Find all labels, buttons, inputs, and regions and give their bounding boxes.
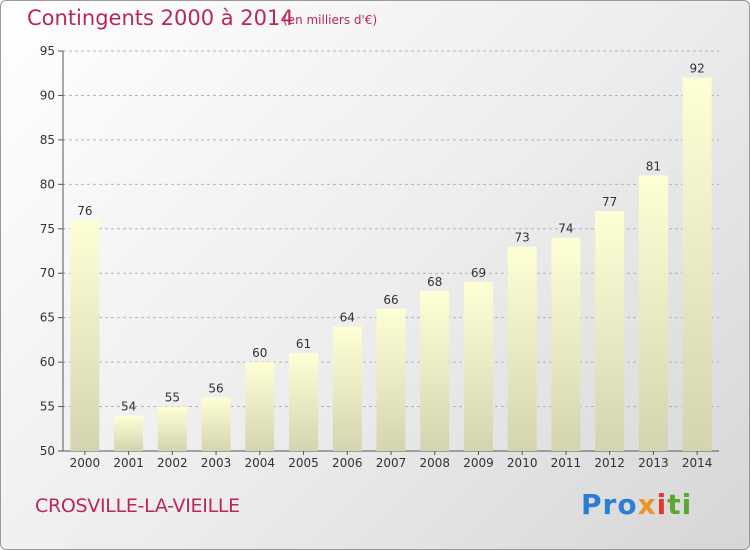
bar-2002 [157, 406, 187, 451]
logo-part-x: x [637, 488, 657, 521]
x-tick-label-2000: 2000 [70, 456, 101, 470]
data-label-2008: 68 [427, 275, 442, 289]
data-label-2014: 92 [689, 62, 704, 76]
bar-2013 [638, 175, 668, 451]
logo-part-pro: Pro [581, 488, 638, 521]
data-label-2004: 60 [252, 346, 267, 360]
y-tick-label: 75 [40, 222, 55, 236]
bar-2007 [376, 308, 406, 451]
data-label-2003: 56 [208, 382, 223, 396]
labels: 50 55 60 65 70 75 80 85 90 95 76 2000 54 2001 55 2002 56… [40, 44, 713, 470]
bar-2011 [551, 237, 581, 451]
x-tick-label-2002: 2002 [157, 456, 188, 470]
data-label-2005: 61 [296, 337, 311, 351]
proxiti-logo: Proxiti [581, 488, 692, 521]
data-label-2002: 55 [165, 391, 180, 405]
x-tick-label-2014: 2014 [682, 456, 713, 470]
x-tick-label-2010: 2010 [507, 456, 538, 470]
chart-subtitle: (en milliers d'€) [283, 13, 378, 27]
data-label-2006: 64 [340, 311, 355, 325]
y-tick-label: 55 [40, 400, 55, 414]
data-label-2012: 77 [602, 195, 617, 209]
y-tick-label: 85 [40, 133, 55, 147]
y-tick-label: 50 [40, 444, 55, 458]
x-tick-label-2011: 2011 [551, 456, 582, 470]
x-tick-label-2003: 2003 [201, 456, 232, 470]
data-label-2013: 81 [646, 159, 661, 173]
bar-2010 [507, 246, 537, 451]
y-tick-label: 80 [40, 177, 55, 191]
y-tick-label: 90 [40, 88, 55, 102]
x-tick-label-2012: 2012 [594, 456, 625, 470]
y-tick-label: 95 [40, 44, 55, 58]
x-tick-label-2009: 2009 [463, 456, 494, 470]
logo-part-i: i [656, 488, 668, 521]
bar-2001 [114, 415, 144, 451]
x-tick-label-2004: 2004 [245, 456, 276, 470]
x-tick-label-2008: 2008 [419, 456, 450, 470]
data-label-2001: 54 [121, 399, 136, 413]
data-label-2011: 74 [558, 222, 573, 236]
data-label-2010: 73 [515, 231, 530, 245]
bar-2003 [201, 397, 231, 451]
bar-2005 [289, 353, 319, 451]
chart-title: Contingents 2000 à 2014 [27, 6, 294, 30]
bar-2009 [463, 282, 493, 451]
x-tick-label-2007: 2007 [376, 456, 407, 470]
bar-2004 [245, 362, 275, 451]
data-label-2009: 69 [471, 266, 486, 280]
bar-2012 [595, 211, 625, 451]
x-tick-label-2013: 2013 [638, 456, 669, 470]
bar-2008 [420, 291, 450, 451]
data-label-2007: 66 [383, 293, 398, 307]
y-tick-label: 60 [40, 355, 55, 369]
bar-2006 [332, 326, 362, 451]
commune-name: CROSVILLE-LA-VIEILLE [35, 495, 240, 517]
y-tick-label: 65 [40, 311, 55, 325]
y-tick-label: 70 [40, 266, 55, 280]
bar-2014 [682, 77, 712, 452]
data-label-2000: 76 [77, 204, 92, 218]
x-tick-label-2006: 2006 [332, 456, 363, 470]
bars [70, 77, 712, 452]
x-tick-label-2001: 2001 [113, 456, 144, 470]
bar-2000 [70, 219, 100, 451]
logo-part-ti: ti [667, 488, 693, 521]
x-tick-label-2005: 2005 [288, 456, 319, 470]
